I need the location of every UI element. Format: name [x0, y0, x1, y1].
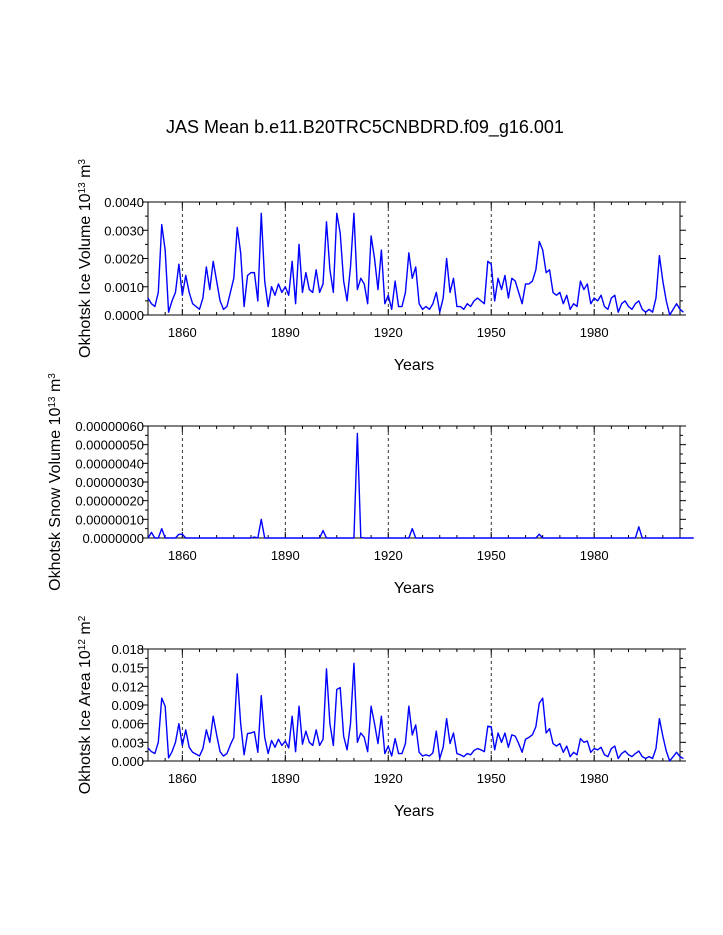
x-axis-label: Years — [394, 803, 434, 820]
y-tick-label: 0.018 — [111, 642, 144, 657]
y-tick-label: 0.006 — [111, 717, 144, 732]
y-tick-label: 0.0000 — [104, 308, 144, 323]
plot-frame — [147, 648, 681, 762]
x-tick-label: 1860 — [168, 548, 197, 563]
plot-frame — [147, 201, 681, 316]
y-tick-label: 0.0030 — [104, 223, 144, 238]
x-tick-label: 1920 — [374, 548, 403, 563]
y-tick-label: 0.00000050 — [75, 438, 144, 453]
y-tick-label: 0.000 — [111, 754, 144, 769]
series-line-snow_volume — [147, 432, 694, 539]
x-tick-label: 1890 — [271, 325, 300, 340]
series-line-ice_area — [147, 662, 684, 762]
x-tick-label: 1920 — [374, 325, 403, 340]
y-tick-label: 0.0020 — [104, 252, 144, 267]
x-tick-label: 1950 — [477, 548, 506, 563]
y-tick-label: 0.015 — [111, 661, 144, 676]
x-axis-label: Years — [394, 580, 434, 597]
y-tick-label: 0.0010 — [104, 280, 144, 295]
figure-title: JAS Mean b.e11.B20TRC5CNBDRD.f09_g16.001 — [166, 117, 564, 138]
y-tick-label: 0.012 — [111, 679, 144, 694]
chart-panel-ice-volume: 1860 1890 1920 1950 1980 0.0000 0.0010 0.0020 0.… — [77, 159, 686, 374]
x-tick-label: 1890 — [271, 771, 300, 786]
x-tick-label: 1890 — [271, 548, 300, 563]
chart-panel-snow-volume: 1860 1890 1920 1950 1980 0.0000000 0.00000010 0… — [47, 373, 694, 597]
y-tick-label: 0.00000020 — [75, 494, 144, 509]
x-tick-label: 1860 — [168, 325, 197, 340]
y-axis-label: Okhotsk Snow Volume 1013 m3 — [47, 373, 65, 591]
x-tick-label: 1860 — [168, 771, 197, 786]
y-tick-label: 0.0040 — [104, 195, 144, 210]
x-tick-label: 1980 — [580, 771, 609, 786]
chart-panel-ice-area: 1860 1890 1920 1950 1980 0.000 0.003 0.006 0.009… — [77, 615, 686, 820]
x-tick-label: 1920 — [374, 771, 403, 786]
x-axis-label: Years — [394, 357, 434, 374]
plot-frame — [147, 425, 681, 539]
y-tick-label: 0.00000040 — [75, 456, 144, 471]
x-tick-label: 1950 — [477, 325, 506, 340]
y-tick-label: 0.0000000 — [83, 531, 144, 546]
x-tick-label: 1950 — [477, 771, 506, 786]
x-tick-label: 1980 — [580, 548, 609, 563]
y-tick-label: 0.00000030 — [75, 475, 144, 490]
y-tick-label: 0.003 — [111, 735, 144, 750]
series-line-ice_volume — [147, 212, 684, 316]
x-tick-label: 1980 — [580, 325, 609, 340]
y-axis-label: Okhotsk Ice Volume 1013 m3 — [77, 159, 95, 358]
y-tick-label: 0.00000060 — [75, 419, 144, 434]
y-tick-label: 0.009 — [111, 698, 144, 713]
y-axis-label: Okhotsk Ice Area 1012 m2 — [77, 615, 95, 794]
y-tick-label: 0.00000010 — [75, 512, 144, 527]
